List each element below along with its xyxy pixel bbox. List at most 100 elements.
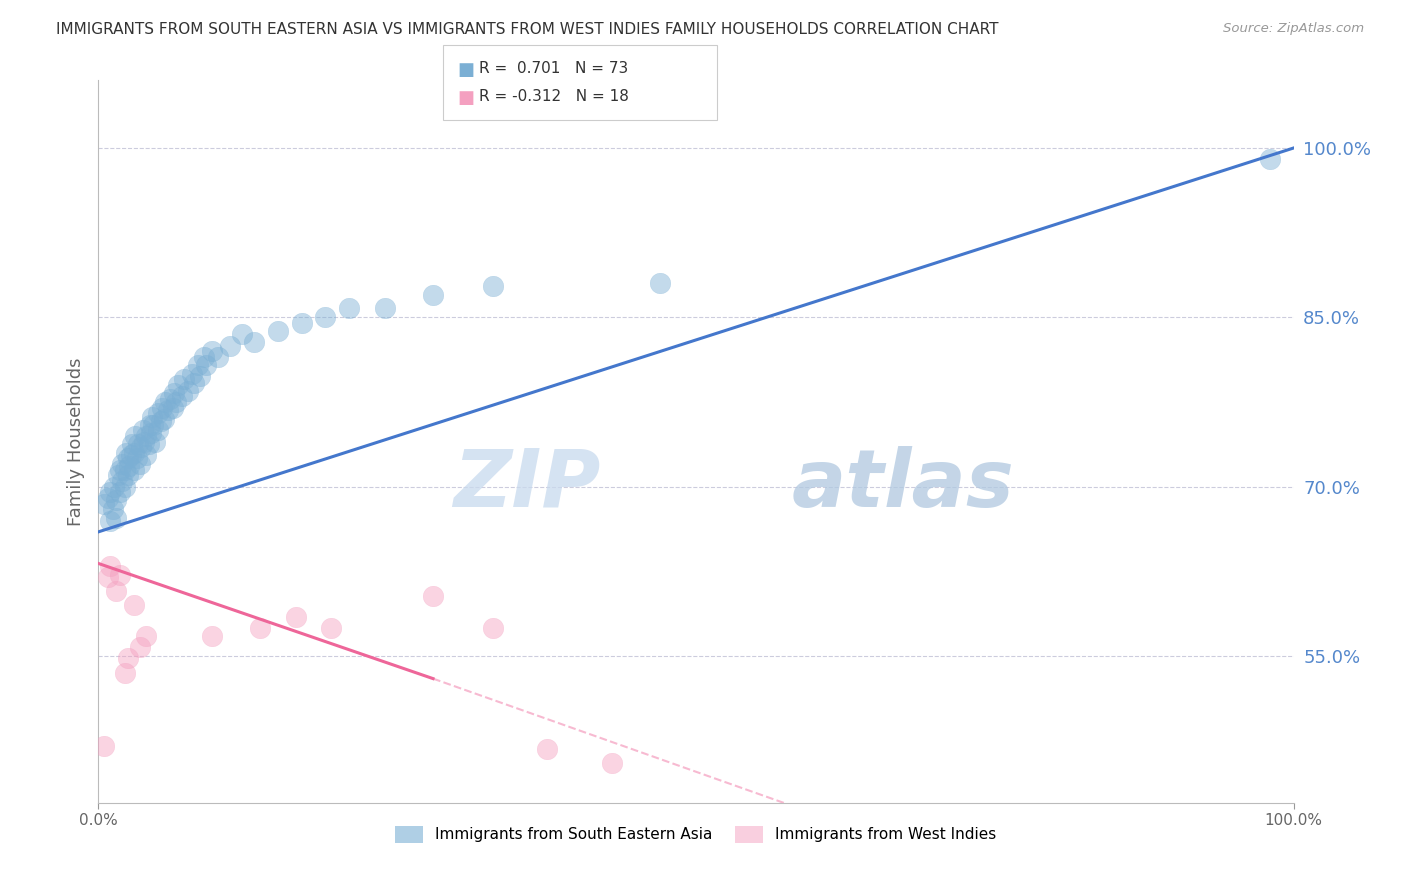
Point <box>284 609 307 624</box>
Point <box>105 493 128 508</box>
Point <box>97 491 120 505</box>
Text: R =  0.701   N = 73: R = 0.701 N = 73 <box>479 61 628 76</box>
Point <box>98 514 122 528</box>
Point <box>481 278 505 293</box>
Y-axis label: Family Households: Family Households <box>66 358 84 525</box>
Text: ZIP: ZIP <box>453 446 600 524</box>
Text: IMMIGRANTS FROM SOUTH EASTERN ASIA VS IMMIGRANTS FROM WEST INDIES FAMILY HOUSEHO: IMMIGRANTS FROM SOUTH EASTERN ASIA VS IM… <box>56 22 998 37</box>
Point <box>143 434 166 449</box>
Point <box>267 324 290 338</box>
Point <box>193 350 215 364</box>
Point <box>121 437 143 451</box>
Point <box>111 474 134 488</box>
Point <box>114 480 136 494</box>
Point <box>139 425 162 440</box>
Point <box>602 756 624 771</box>
Point <box>138 437 160 451</box>
Text: ■: ■ <box>457 89 474 107</box>
Point <box>93 739 115 754</box>
Point <box>124 446 146 460</box>
Point <box>422 589 444 603</box>
Point <box>149 414 172 428</box>
Point <box>111 457 134 471</box>
Point <box>162 401 184 415</box>
Point <box>422 287 444 301</box>
Point <box>249 621 271 635</box>
Point <box>201 344 224 359</box>
Point <box>131 423 153 437</box>
Point <box>135 448 157 462</box>
Point <box>132 434 155 449</box>
Point <box>114 463 136 477</box>
Point <box>243 335 266 350</box>
Point <box>155 395 177 409</box>
Point <box>105 511 128 525</box>
Point <box>187 358 209 372</box>
Point <box>127 437 149 451</box>
Point <box>117 451 139 466</box>
Point <box>156 403 179 417</box>
Point <box>148 406 170 420</box>
Point <box>103 480 125 494</box>
Point <box>117 468 139 483</box>
Point <box>97 570 120 584</box>
Point <box>150 401 173 415</box>
Point <box>105 583 128 598</box>
Point <box>291 316 314 330</box>
Text: atlas: atlas <box>792 446 1014 524</box>
Point <box>124 599 146 613</box>
Point <box>231 327 253 342</box>
Point <box>163 386 186 401</box>
Point <box>129 640 152 654</box>
Point <box>219 338 242 352</box>
Point <box>120 448 142 462</box>
Point <box>108 567 131 582</box>
Text: R = -0.312   N = 18: R = -0.312 N = 18 <box>479 89 630 104</box>
Point <box>167 378 190 392</box>
Point <box>374 301 396 316</box>
Point <box>114 665 136 680</box>
Point <box>180 367 202 381</box>
Point <box>131 440 153 454</box>
Point <box>124 463 146 477</box>
Point <box>315 310 337 325</box>
Point <box>183 376 205 390</box>
Point <box>536 741 558 756</box>
Point <box>207 350 229 364</box>
Point <box>108 485 131 500</box>
Point <box>195 358 218 372</box>
Point <box>125 451 148 466</box>
Point <box>165 395 187 409</box>
Point <box>339 301 361 316</box>
Point <box>1258 153 1281 167</box>
Point <box>321 621 343 635</box>
Point <box>177 384 200 398</box>
Point <box>98 558 122 573</box>
Point <box>139 417 162 432</box>
Point <box>201 629 224 643</box>
Point <box>188 369 211 384</box>
Point <box>173 372 195 386</box>
Point <box>159 392 181 406</box>
Point <box>648 277 672 291</box>
Point <box>141 409 163 424</box>
Point <box>148 423 170 437</box>
Point <box>481 621 505 635</box>
Point <box>124 429 146 443</box>
Point <box>142 417 165 432</box>
Text: Source: ZipAtlas.com: Source: ZipAtlas.com <box>1223 22 1364 36</box>
Point <box>118 459 141 474</box>
Point <box>93 497 115 511</box>
Point <box>135 429 157 443</box>
Text: ■: ■ <box>457 61 474 78</box>
Point <box>115 446 138 460</box>
Point <box>101 502 124 516</box>
Legend: Immigrants from South Eastern Asia, Immigrants from West Indies: Immigrants from South Eastern Asia, Immi… <box>389 820 1002 849</box>
Point <box>153 412 176 426</box>
Point <box>135 629 157 643</box>
Point <box>129 457 152 471</box>
Point <box>107 468 129 483</box>
Point <box>117 651 139 665</box>
Point <box>172 389 194 403</box>
Point <box>98 485 122 500</box>
